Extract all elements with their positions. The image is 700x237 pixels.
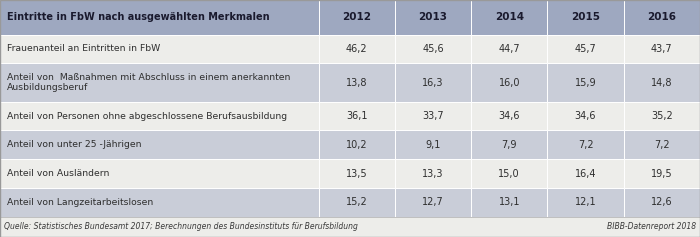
Text: 2015: 2015 (571, 12, 600, 22)
Bar (318, 102, 395, 131)
Bar (547, 102, 624, 131)
Text: 2016: 2016 (648, 12, 676, 22)
Text: 13,8: 13,8 (346, 77, 368, 87)
Text: 13,1: 13,1 (498, 197, 520, 207)
Text: Anteil von unter 25 -Jährigen: Anteil von unter 25 -Jährigen (7, 140, 141, 149)
Bar (624, 0, 700, 35)
Text: 19,5: 19,5 (651, 169, 673, 178)
Text: 9,1: 9,1 (426, 140, 440, 150)
Bar (471, 35, 547, 63)
Bar (395, 188, 471, 217)
Text: 43,7: 43,7 (651, 44, 673, 54)
Bar (471, 159, 547, 188)
Bar (395, 0, 471, 35)
Text: Anteil von Langzeitarbeitslosen: Anteil von Langzeitarbeitslosen (7, 198, 153, 207)
Bar (0, 102, 318, 131)
Text: BIBB-Datenreport 2018: BIBB-Datenreport 2018 (607, 222, 696, 231)
Bar (624, 159, 700, 188)
Text: 13,5: 13,5 (346, 169, 368, 178)
Text: 2013: 2013 (419, 12, 447, 22)
Bar (318, 131, 395, 159)
Text: Anteil von Personen ohne abgeschlossene Berufsausbildung: Anteil von Personen ohne abgeschlossene … (7, 112, 287, 121)
Text: 16,4: 16,4 (575, 169, 596, 178)
Bar (0, 188, 318, 217)
Bar (624, 131, 700, 159)
Bar (471, 63, 547, 102)
Bar (547, 159, 624, 188)
Text: 12,7: 12,7 (422, 197, 444, 207)
Text: 34,6: 34,6 (498, 111, 520, 121)
Text: 7,9: 7,9 (501, 140, 517, 150)
Text: 12,6: 12,6 (651, 197, 673, 207)
Bar (0, 159, 318, 188)
Bar (395, 35, 471, 63)
Text: 45,6: 45,6 (422, 44, 444, 54)
Bar (471, 0, 547, 35)
Text: 13,3: 13,3 (422, 169, 444, 178)
Text: 35,2: 35,2 (651, 111, 673, 121)
Bar (547, 188, 624, 217)
Bar (318, 35, 395, 63)
Text: Eintritte in FbW nach ausgewählten Merkmalen: Eintritte in FbW nach ausgewählten Merkm… (7, 12, 270, 22)
Text: Anteil von  Maßnahmen mit Abschluss in einem anerkannten
Ausbildungsberuf: Anteil von Maßnahmen mit Abschluss in ei… (7, 73, 290, 92)
Text: 7,2: 7,2 (578, 140, 594, 150)
Bar (395, 63, 471, 102)
Text: 46,2: 46,2 (346, 44, 368, 54)
Text: 16,0: 16,0 (498, 77, 520, 87)
Bar (318, 188, 395, 217)
Text: 7,2: 7,2 (654, 140, 670, 150)
Text: 34,6: 34,6 (575, 111, 596, 121)
Text: Quelle: Statistisches Bundesamt 2017; Berechnungen des Bundesinstituts für Beruf: Quelle: Statistisches Bundesamt 2017; Be… (4, 222, 358, 231)
Bar (0, 131, 318, 159)
Text: 15,0: 15,0 (498, 169, 520, 178)
Bar (0, 217, 700, 237)
Text: 15,2: 15,2 (346, 197, 368, 207)
Bar (318, 63, 395, 102)
Text: 14,8: 14,8 (651, 77, 673, 87)
Text: 2012: 2012 (342, 12, 371, 22)
Text: 33,7: 33,7 (422, 111, 444, 121)
Bar (624, 102, 700, 131)
Bar (547, 63, 624, 102)
Bar (0, 0, 318, 35)
Bar (318, 0, 395, 35)
Text: 36,1: 36,1 (346, 111, 368, 121)
Bar (395, 102, 471, 131)
Bar (318, 159, 395, 188)
Bar (471, 102, 547, 131)
Bar (0, 63, 318, 102)
Bar (395, 131, 471, 159)
Bar (624, 35, 700, 63)
Text: 15,9: 15,9 (575, 77, 596, 87)
Text: 2014: 2014 (495, 12, 524, 22)
Bar (547, 35, 624, 63)
Text: Frauenanteil an Eintritten in FbW: Frauenanteil an Eintritten in FbW (7, 44, 160, 53)
Bar (624, 188, 700, 217)
Text: 45,7: 45,7 (575, 44, 596, 54)
Bar (547, 131, 624, 159)
Bar (395, 159, 471, 188)
Bar (624, 63, 700, 102)
Bar (547, 0, 624, 35)
Bar (471, 188, 547, 217)
Text: Anteil von Ausländern: Anteil von Ausländern (7, 169, 109, 178)
Text: 16,3: 16,3 (422, 77, 444, 87)
Text: 12,1: 12,1 (575, 197, 596, 207)
Text: 44,7: 44,7 (498, 44, 520, 54)
Text: 10,2: 10,2 (346, 140, 368, 150)
Bar (0, 35, 318, 63)
Bar (471, 131, 547, 159)
